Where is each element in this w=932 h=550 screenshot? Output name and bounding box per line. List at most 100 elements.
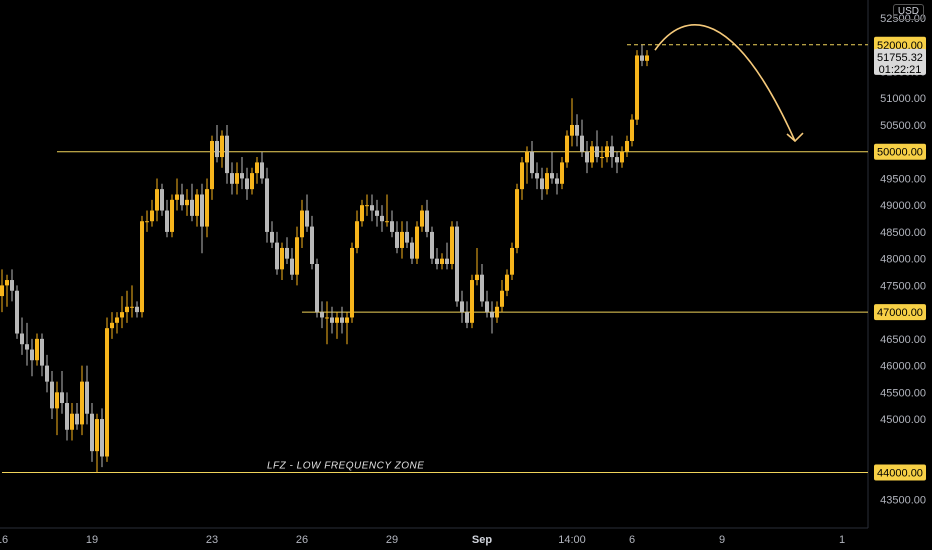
price-tick-label: 48500.00 xyxy=(880,227,926,239)
candle-body xyxy=(300,210,304,238)
candle-body xyxy=(90,413,94,452)
candle-body xyxy=(560,162,564,184)
candle-body xyxy=(70,413,74,430)
candle-body xyxy=(240,173,244,179)
candle-body xyxy=(460,301,464,313)
candle-body xyxy=(295,237,299,275)
candle-body xyxy=(350,247,354,318)
price-tick-label: 43500.00 xyxy=(880,494,926,506)
annotations: LFZ - LOW FREQUENCY ZONE xyxy=(267,24,804,472)
candle-body xyxy=(510,247,514,275)
candle-body xyxy=(180,194,184,206)
candle-body xyxy=(355,221,359,248)
last-price-tag[interactable] xyxy=(874,48,926,75)
time-tick-label: 16 xyxy=(0,534,8,546)
candle-body xyxy=(320,312,324,318)
time-tick-label: 14:00 xyxy=(558,534,586,546)
price-tick-label: 49000.00 xyxy=(880,200,926,212)
candle-body xyxy=(220,135,224,158)
level-price-tag[interactable] xyxy=(874,304,926,321)
level-price-label: 52000.00 xyxy=(877,40,923,52)
candle-body xyxy=(15,290,19,334)
candle-body xyxy=(465,312,469,323)
candle-body xyxy=(445,258,449,264)
candle-body xyxy=(580,135,584,152)
candle-body xyxy=(140,221,144,313)
candle-body xyxy=(515,189,519,248)
lfz-annotation: LFZ - LOW FREQUENCY ZONE xyxy=(267,461,424,472)
plot-area xyxy=(0,0,869,529)
candle-body xyxy=(315,264,319,313)
candle-body xyxy=(635,55,639,120)
time-axis[interactable]: 16 19 23 26 29 Sep 14:00 6 9 1 xyxy=(0,534,845,546)
candle-body xyxy=(640,55,644,61)
candle-body xyxy=(235,173,239,184)
candle-body xyxy=(380,215,384,222)
price-tick-label: 46500.00 xyxy=(880,334,926,346)
candle-body xyxy=(410,242,414,259)
time-tick-label: 19 xyxy=(86,534,98,546)
candle-body xyxy=(575,124,579,136)
candle-body xyxy=(430,231,434,259)
candle-body xyxy=(450,226,454,264)
candle-body xyxy=(0,285,4,297)
projection-arrowhead xyxy=(786,132,804,143)
candle-body xyxy=(625,141,629,152)
candle-body xyxy=(125,306,129,313)
candle-body xyxy=(385,221,389,223)
candle-body xyxy=(495,306,499,318)
candle-body xyxy=(590,146,594,163)
currency-label[interactable]: USD xyxy=(892,4,924,20)
price-tick-label: 45000.00 xyxy=(880,414,926,426)
level-price-tag[interactable] xyxy=(874,464,926,481)
candle-body xyxy=(185,199,189,206)
price-axis[interactable]: 52500.0051500.0051000.0050500.0049500.00… xyxy=(874,13,926,506)
candle-body xyxy=(95,419,99,452)
candle-body xyxy=(435,258,439,264)
candle-body xyxy=(545,173,549,190)
level-price-label: 44000.00 xyxy=(877,468,923,480)
level-price-label: 47000.00 xyxy=(877,307,923,319)
time-tick-label: 29 xyxy=(386,534,398,546)
candle-body xyxy=(280,247,284,270)
candle-body xyxy=(540,178,544,190)
candle-body xyxy=(440,258,444,264)
level-price-tag[interactable] xyxy=(874,36,926,53)
candle-body xyxy=(100,419,104,457)
candle-body xyxy=(165,210,169,232)
candle-body xyxy=(500,290,504,307)
bar-countdown-label: 01:22:21 xyxy=(879,64,922,76)
time-tick-label: 1 xyxy=(839,534,845,546)
projection-curve xyxy=(654,24,796,142)
time-tick-label: 23 xyxy=(206,534,218,546)
candle-body xyxy=(215,141,219,158)
candle-body xyxy=(365,205,369,207)
candle-body xyxy=(30,349,34,361)
candle-body xyxy=(425,210,429,232)
candle-body xyxy=(270,231,274,243)
candle-body xyxy=(615,157,619,163)
candlesticks xyxy=(0,44,649,473)
candle-body xyxy=(250,173,254,190)
candle-body xyxy=(525,151,529,163)
level-price-tag[interactable] xyxy=(874,143,926,160)
candle-body xyxy=(600,157,604,159)
candle-body xyxy=(535,173,539,179)
candle-body xyxy=(230,173,234,184)
candle-body xyxy=(585,151,589,163)
candle-body xyxy=(555,178,559,184)
candle-body xyxy=(305,210,309,227)
candle-body xyxy=(470,280,474,323)
candle-body xyxy=(255,162,259,174)
candle-body xyxy=(390,221,394,232)
candle-body xyxy=(35,338,39,361)
candle-body xyxy=(455,226,459,302)
candle-body xyxy=(160,189,164,211)
candle-body xyxy=(80,381,84,425)
candle-body xyxy=(605,146,609,158)
candle-body xyxy=(190,199,194,216)
candle-body xyxy=(520,162,524,190)
candle-body xyxy=(195,194,199,216)
